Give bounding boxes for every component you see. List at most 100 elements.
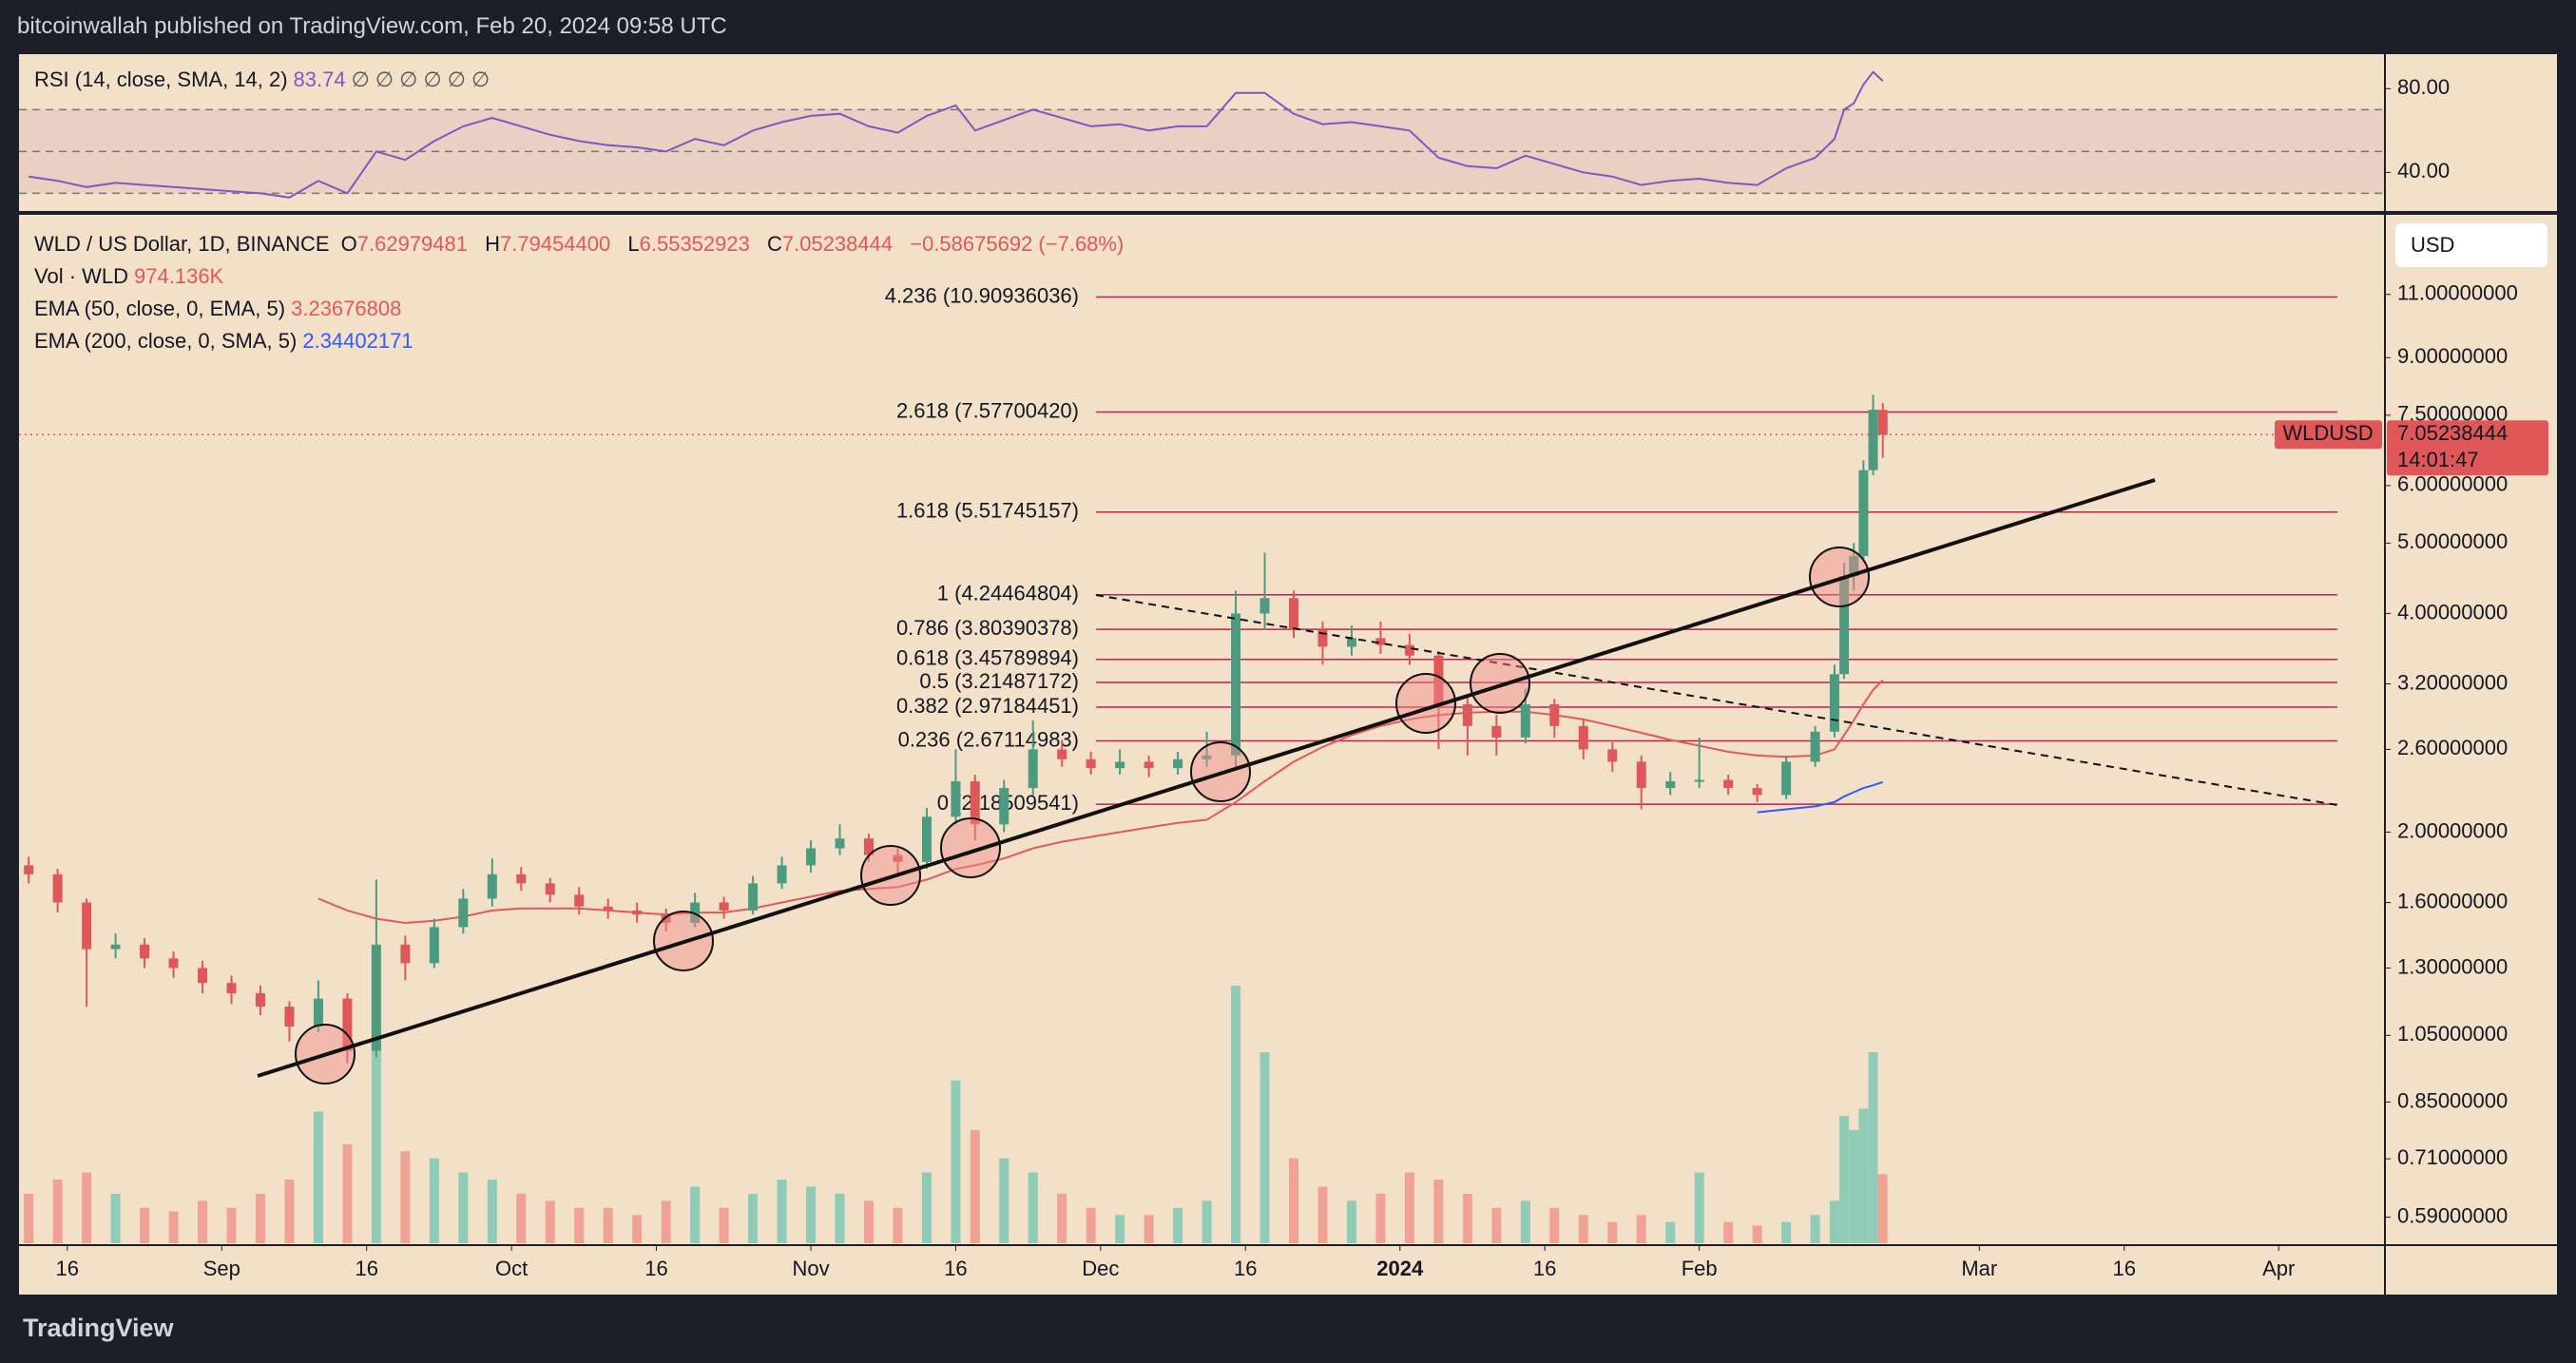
candle-body: [1317, 629, 1328, 647]
volume-bar: [1665, 1221, 1676, 1243]
volume-bar: [661, 1200, 671, 1243]
candle-body: [1115, 761, 1125, 769]
candle-body: [1694, 779, 1704, 782]
x-tick-label: 16: [355, 1257, 377, 1280]
y-tick-label: 11.00000000: [2397, 281, 2518, 305]
candle-body: [999, 788, 1009, 825]
candle-body: [1404, 644, 1414, 656]
candle-body: [1849, 555, 1859, 577]
candle-body: [1289, 598, 1299, 630]
y-tick-label: 1.60000000: [2397, 889, 2508, 912]
rsi-tick-label: 80.00: [2397, 75, 2450, 99]
x-tick-label: Dec: [1082, 1257, 1119, 1280]
volume-bar: [1781, 1221, 1792, 1243]
candle-body: [255, 993, 265, 1008]
volume-bar: [1201, 1200, 1212, 1243]
ema-name: EMA (50, close, 0, EMA, 5): [34, 297, 286, 320]
ema-value: 3.23676808: [291, 297, 402, 320]
volume-bar: [748, 1193, 759, 1243]
panel-background: [19, 54, 2557, 1295]
candle-body: [1144, 761, 1154, 769]
ohlc-label: H: [485, 232, 501, 256]
ohlc: L6.55352923: [627, 232, 755, 256]
candle-body: [806, 848, 817, 866]
candle-body: [835, 838, 845, 849]
candle-body: [574, 894, 585, 907]
legend-row: WLD / US Dollar, 1D, BINANCE O7.62979481…: [34, 228, 1129, 260]
symbol-title: WLD / US Dollar, 1D, BINANCE: [34, 232, 330, 256]
volume-bar: [777, 1179, 787, 1243]
candle-body: [487, 873, 497, 899]
candle-body: [1375, 638, 1386, 645]
volume-bar: [574, 1207, 585, 1243]
volume-bar: [24, 1193, 34, 1243]
volume-bar: [921, 1172, 932, 1243]
candle-body: [284, 1007, 295, 1027]
candle-body: [1810, 731, 1820, 762]
candle-body: [1868, 410, 1878, 470]
candle-body: [864, 838, 875, 855]
volume-bar: [342, 1143, 353, 1243]
volume-bar: [1849, 1129, 1859, 1243]
candle-body: [429, 927, 439, 964]
x-tick-label: Sep: [203, 1257, 240, 1280]
volume-bar: [1491, 1207, 1502, 1243]
touch-circle: [940, 817, 1001, 878]
candle-body: [168, 958, 179, 969]
candle-body: [1259, 598, 1270, 614]
volume-bar: [1520, 1200, 1530, 1243]
volume-layer: [24, 986, 1888, 1243]
candle-body: [1231, 613, 1241, 756]
candle-body: [1433, 655, 1444, 704]
volume-bar: [970, 1129, 980, 1243]
x-tick-label: 16: [56, 1257, 79, 1280]
volume-bar: [1173, 1207, 1183, 1243]
y-tick-label: 6.00000000: [2397, 472, 2508, 496]
candle-body: [1781, 761, 1792, 796]
candle-body: [140, 944, 150, 959]
volume-bar: [110, 1193, 121, 1243]
volume-bar: [1289, 1158, 1299, 1243]
volume-bar: [1723, 1221, 1734, 1243]
candle-body: [1858, 470, 1869, 556]
candle-body: [1520, 703, 1530, 738]
ohlc-value: 6.55352923: [639, 232, 750, 256]
candle-body: [313, 998, 323, 1027]
candle-body: [1549, 703, 1560, 726]
rsi-pane: 80.00 40.00: [19, 70, 2450, 199]
volume-bar: [1346, 1200, 1356, 1243]
volume-bar: [1086, 1207, 1096, 1243]
volume-bar: [516, 1193, 527, 1243]
volume-bar: [1752, 1225, 1762, 1243]
candle-body: [82, 902, 92, 950]
candle-body: [1636, 761, 1646, 789]
candle-body: [1462, 703, 1472, 726]
ohlc: C7.05238444: [767, 232, 898, 256]
x-tick-label: 16: [1234, 1257, 1257, 1280]
touch-circle: [1395, 673, 1456, 734]
y-tick-label: 9.00000000: [2397, 344, 2508, 368]
ema-name: EMA (200, close, 0, SMA, 5): [34, 329, 298, 353]
candle-body: [1578, 725, 1588, 750]
countdown: 14:01:47: [2397, 448, 2479, 471]
rsi-legend: RSI (14, close, SMA, 14, 2) 83.74 ∅ ∅ ∅ ∅ …: [34, 64, 495, 96]
y-tick-label: 2.60000000: [2397, 736, 2508, 759]
touch-circle: [1809, 547, 1870, 607]
candle-body: [1723, 779, 1734, 789]
currency-button[interactable]: USD: [2395, 223, 2547, 267]
volume-bar: [1404, 1172, 1414, 1243]
fib-label: 0.5 (3.21487172): [919, 669, 1079, 693]
ohlc-label: L: [627, 232, 640, 256]
y-tick-label: 1.30000000: [2397, 954, 2508, 978]
candle-body: [1752, 788, 1762, 796]
ohlc: H7.79454400: [485, 232, 616, 256]
symbol-tag: WLDUSD: [2282, 421, 2373, 445]
y-tick-label: 0.71000000: [2397, 1145, 2508, 1169]
volume-value: 974.136K: [134, 264, 224, 288]
candle-body: [1173, 758, 1183, 769]
volume-bar: [951, 1080, 961, 1243]
candle-body: [719, 902, 729, 911]
volume-name: Vol · WLD: [34, 264, 129, 288]
volume-bar: [835, 1193, 845, 1243]
